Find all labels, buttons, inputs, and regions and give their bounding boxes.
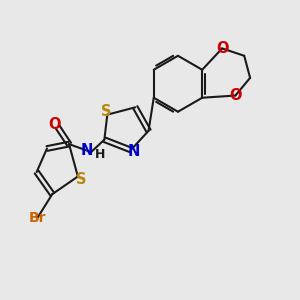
- Text: O: O: [216, 41, 228, 56]
- Text: S: S: [100, 104, 111, 119]
- Text: S: S: [76, 172, 87, 187]
- Text: N: N: [80, 143, 93, 158]
- Text: Br: Br: [29, 211, 46, 225]
- Text: H: H: [94, 148, 105, 161]
- Text: O: O: [49, 117, 61, 132]
- Text: N: N: [128, 144, 140, 159]
- Text: O: O: [229, 88, 242, 103]
